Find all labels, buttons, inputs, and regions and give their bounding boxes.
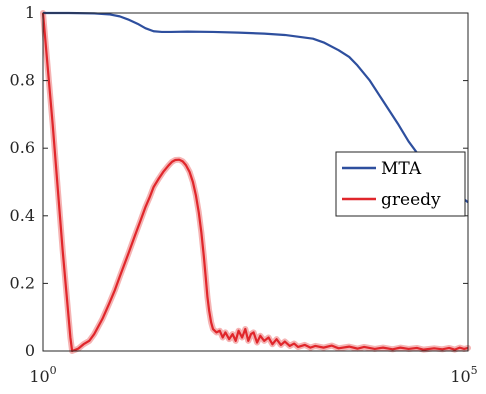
series-line-greedy — [41, 12, 469, 353]
x-tick-label: 105 — [450, 364, 477, 386]
y-tick-label: 0.2 — [10, 273, 35, 292]
y-tick-label: 1 — [25, 3, 35, 22]
y-tick-label: 0.4 — [10, 206, 35, 225]
y-tick-label: 0.6 — [10, 138, 35, 157]
legend-label-greedy: greedy — [381, 190, 441, 210]
legend-label-mta: MTA — [381, 159, 422, 179]
series-layer — [41, 11, 469, 353]
series-line-mta — [43, 11, 469, 204]
x-tick-label: 100 — [29, 364, 56, 386]
legend-box — [335, 151, 466, 217]
tick-layer: 0 0.2 0.4 0.6 0.8 1 100 105 — [10, 3, 478, 386]
y-tick-label: 0 — [25, 341, 35, 360]
y-tick-label: 0.8 — [10, 71, 35, 90]
legend: MTA greedy — [335, 151, 466, 217]
plot-area-frame — [42, 12, 469, 352]
